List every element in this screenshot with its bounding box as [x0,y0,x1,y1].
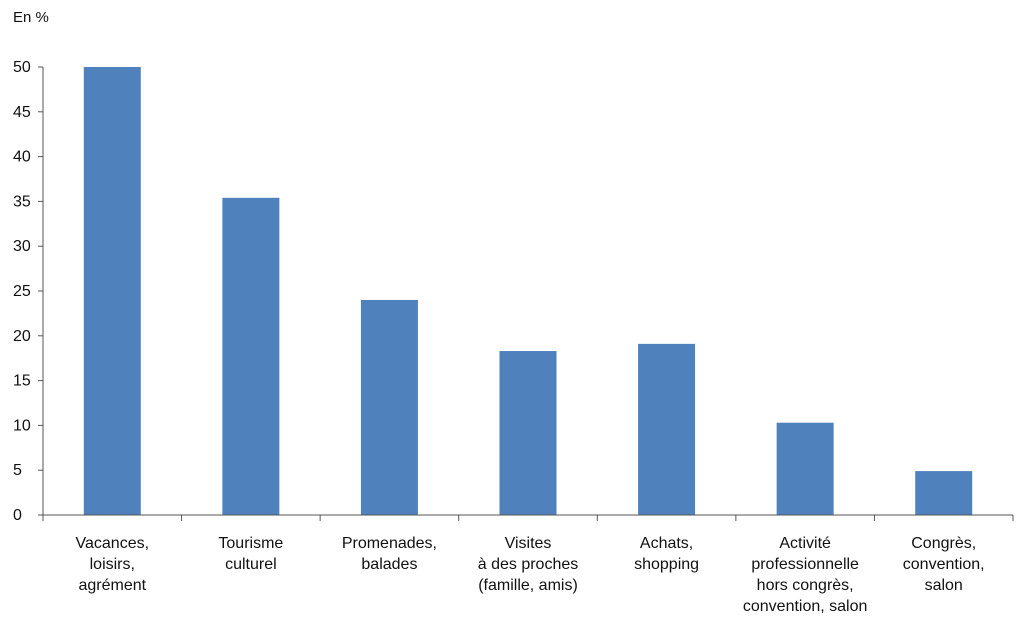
y-tick-label: 0 [13,507,22,524]
x-category-label: Activité professionnelle hors congrès, conv… [743,535,868,615]
x-axis-category-labels: Vacances, loisirs, agrément Tourisme culture… [76,535,985,615]
bar [83,67,141,515]
bar [360,299,418,515]
y-tick-label: 35 [13,193,31,210]
bar [222,197,280,516]
x-category-label: Achats, shopping [634,535,699,573]
x-category-label: Visites à des proches (famille, amis) [478,535,579,594]
x-category-label: Tourisme culturel [218,535,283,573]
y-tick-label: 25 [13,283,31,300]
bar [638,343,696,515]
y-tick-label: 50 [13,59,31,76]
y-tick-label: 15 [13,373,31,390]
x-category-label: Congrès, convention, salon [903,535,985,594]
bar [499,351,557,515]
y-tick-label: 40 [13,149,31,166]
y-tick-label: 5 [13,462,22,479]
x-category-label: Vacances, loisirs, agrément [76,535,150,594]
y-axis-ticks: 0 5 10 15 20 25 30 35 40 45 50 [13,59,43,524]
bars [83,67,973,516]
y-tick-label: 10 [13,417,31,434]
x-axis-ticks [42,515,1014,521]
bar [915,471,973,515]
y-axis-unit-label: En % [13,9,49,26]
y-tick-label: 20 [13,328,31,345]
bar [776,422,834,515]
x-category-label: Promenades, balades [342,535,437,573]
y-tick-label: 30 [13,238,31,255]
y-tick-label: 45 [13,104,31,121]
